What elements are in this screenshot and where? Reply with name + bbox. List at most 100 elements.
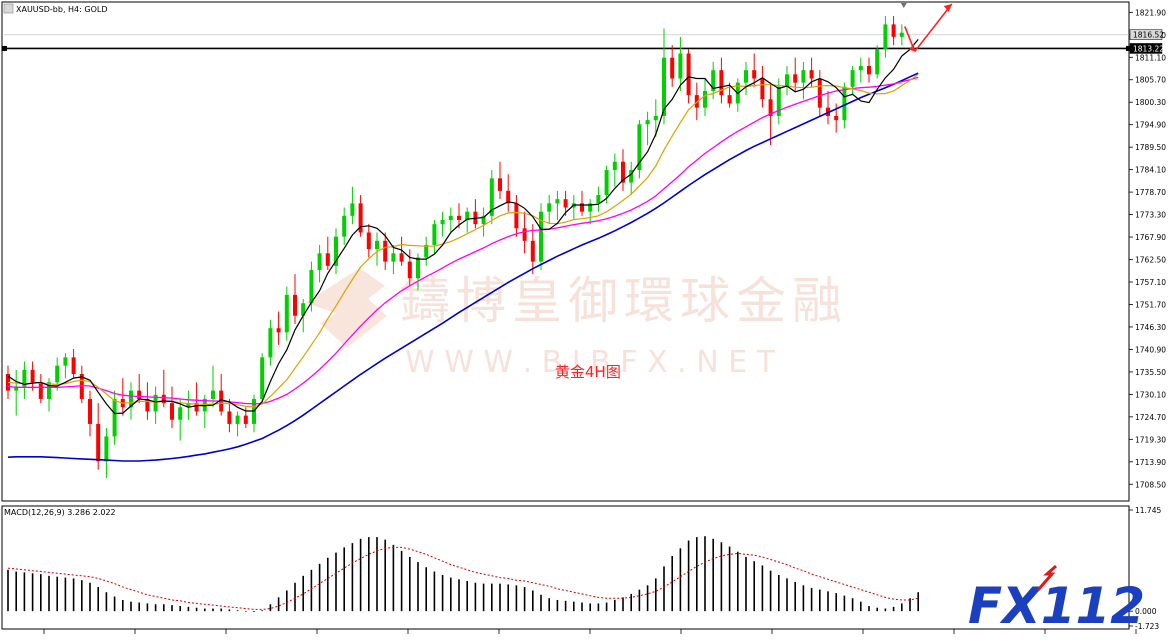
- candle: [424, 236, 429, 266]
- macd-bar: [154, 604, 157, 612]
- macd-bar: [892, 606, 895, 612]
- candle: [465, 207, 470, 233]
- ma-blue-line: [7, 72, 919, 462]
- macd-bar: [40, 574, 42, 612]
- macd-bar: [655, 578, 657, 612]
- macd-bar: [687, 540, 690, 612]
- main-frame: [1, 1, 1130, 502]
- macd-bar: [343, 547, 345, 612]
- candle: [547, 195, 552, 225]
- candle: [645, 111, 650, 146]
- price-tick-label: 1751.70: [1135, 300, 1166, 309]
- macd-bar: [622, 597, 624, 612]
- candle: [760, 66, 765, 108]
- macd-bar: [679, 548, 682, 612]
- candle: [588, 199, 593, 225]
- macd-bar: [335, 552, 337, 612]
- macd-bar: [515, 585, 518, 612]
- candle: [514, 195, 519, 237]
- price-tick-label: 1735.50: [1135, 368, 1166, 377]
- candle: [637, 120, 642, 179]
- macd-bar: [597, 603, 600, 612]
- price-tick-label: 1821.90: [1135, 8, 1166, 17]
- macd-bar: [671, 556, 673, 612]
- macd-bar: [761, 565, 764, 612]
- candle: [498, 161, 502, 200]
- candle: [211, 365, 215, 408]
- price-tick-label: 1746.30: [1135, 323, 1166, 332]
- candle: [653, 99, 658, 137]
- macd-bar: [351, 543, 354, 612]
- candle: [563, 190, 568, 216]
- macd-bar: [113, 596, 116, 612]
- candle: [850, 66, 855, 96]
- candle: [276, 311, 281, 345]
- price-tick-label: 1730.10: [1135, 390, 1166, 399]
- candle: [539, 203, 543, 270]
- watermark-url: W W W . B I B F X . N E T: [405, 345, 776, 380]
- macd-bar: [794, 581, 796, 612]
- price-tick-label: 1800.30: [1135, 98, 1166, 107]
- candle: [703, 78, 707, 116]
- macd-bar: [769, 570, 772, 612]
- macd-bar: [392, 544, 395, 612]
- macd-bar: [105, 592, 108, 612]
- macd-bar: [458, 579, 460, 612]
- macd-bar: [630, 593, 632, 612]
- macd-bar: [89, 582, 91, 612]
- macd-bar: [614, 599, 616, 612]
- moving-averages: [7, 39, 919, 462]
- macd-bar: [786, 578, 788, 612]
- forecast-pullback-arrowhead-icon: [908, 44, 915, 52]
- macd-bar: [860, 601, 862, 612]
- candle: [350, 186, 355, 225]
- macd-bar: [868, 605, 870, 612]
- time-axis: [43, 629, 1137, 634]
- candle: [678, 36, 683, 91]
- macd-bar: [72, 578, 75, 612]
- candle: [891, 16, 896, 46]
- candle: [88, 390, 92, 437]
- symbol-header: XAUUSD-bb, H4: GOLD: [3, 3, 108, 14]
- macd-bar: [499, 583, 501, 612]
- macd-bar: [310, 569, 313, 612]
- candle: [153, 386, 158, 424]
- candle: [137, 373, 142, 404]
- macd-bar: [778, 574, 780, 612]
- current-price-box-text: 1816.52: [1133, 31, 1164, 40]
- macd-bar: [523, 587, 526, 612]
- candle: [662, 28, 666, 125]
- macd-bar: [253, 611, 255, 613]
- candle: [719, 57, 724, 104]
- candle: [457, 203, 461, 229]
- macd-bar: [909, 598, 911, 612]
- macd-bar: [384, 539, 386, 612]
- candle: [227, 398, 232, 433]
- price-tick-label: 1784.10: [1135, 166, 1166, 175]
- macd-bar: [294, 582, 296, 612]
- macd-bar: [663, 566, 665, 612]
- macd-bar: [15, 571, 17, 612]
- macd-bar: [187, 606, 190, 612]
- candle: [342, 207, 347, 245]
- macd-bar: [876, 607, 878, 612]
- macd-bar: [646, 585, 649, 612]
- macd-bar: [417, 562, 419, 612]
- candle: [399, 236, 404, 266]
- candle: [899, 24, 904, 46]
- macd-bar: [696, 537, 698, 612]
- candle: [817, 70, 822, 116]
- macd-bar: [97, 587, 99, 612]
- macd-bar: [327, 557, 329, 612]
- candle: [71, 349, 76, 379]
- candle: [522, 211, 527, 254]
- macd-bar: [884, 608, 887, 612]
- candle: [366, 224, 371, 258]
- macd-bar: [540, 594, 542, 612]
- macd-bar: [638, 589, 641, 612]
- macd-bar: [400, 550, 403, 612]
- watermark-name: 鑄博皇御環球金融: [400, 272, 848, 330]
- macd-header: MACD(12,26,9) 3.286 2.022: [4, 508, 116, 517]
- macd-bar: [704, 536, 706, 612]
